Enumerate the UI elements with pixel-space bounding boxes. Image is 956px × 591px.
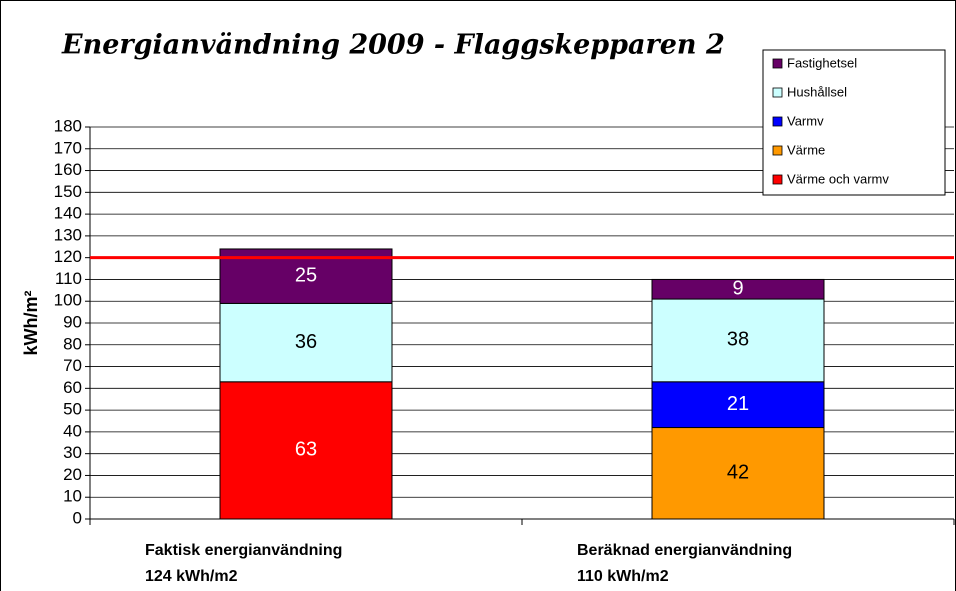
- y-tick-label: 0: [73, 508, 82, 527]
- data-label: 9: [732, 278, 743, 300]
- data-label: 25: [295, 264, 317, 286]
- data-label: 38: [727, 329, 749, 351]
- data-label: 21: [727, 393, 749, 415]
- y-tick-label: 50: [63, 400, 82, 419]
- y-tick-label: 40: [63, 421, 82, 440]
- y-tick-label: 180: [54, 116, 82, 135]
- y-tick-label: 20: [63, 465, 82, 484]
- x-tick-label: 110 kWh/m2: [577, 568, 669, 585]
- bar-segment: [219, 381, 393, 520]
- x-tick-label: 124 kWh/m2: [145, 568, 238, 585]
- y-tick-label: 160: [54, 160, 82, 179]
- legend-swatch: [772, 174, 783, 185]
- data-label: 42: [727, 462, 749, 484]
- legend-label: Hushållsel: [787, 84, 847, 99]
- legend-box: [762, 49, 946, 196]
- data-label: 63: [295, 439, 317, 461]
- legend-swatch: [772, 116, 783, 127]
- legend-label: Värme och varmv: [787, 171, 889, 186]
- y-tick-label: 100: [54, 291, 82, 310]
- bar-segment: [651, 427, 825, 520]
- y-tick-label: 120: [54, 247, 82, 266]
- y-axis-label: kWh/m²: [21, 290, 41, 355]
- data-label: 36: [295, 331, 317, 353]
- legend-label: Fastighetsel: [787, 55, 857, 70]
- y-tick-label: 30: [63, 443, 82, 462]
- y-tick-label: 150: [54, 182, 82, 201]
- y-tick-label: 140: [54, 204, 82, 223]
- legend-swatch: [772, 145, 783, 156]
- y-tick-label: 130: [54, 225, 82, 244]
- legend-swatch: [772, 87, 783, 98]
- y-tick-label: 110: [55, 269, 82, 288]
- bar-segment: [651, 278, 825, 300]
- y-tick-label: 90: [63, 312, 82, 331]
- y-tick-label: 60: [63, 378, 82, 397]
- legend-label: Värme: [787, 142, 825, 157]
- x-tick-label: Faktisk energianvändning: [145, 542, 342, 559]
- y-tick-label: 10: [63, 487, 82, 506]
- y-tick-label: 170: [54, 138, 82, 157]
- y-tick-label: 80: [63, 334, 82, 353]
- bar-segment: [651, 298, 825, 383]
- legend-label: Varmv: [787, 113, 824, 128]
- y-tick-label: 70: [63, 356, 82, 375]
- chart-title: Energianvändning 2009 - Flaggskepparen 2: [61, 30, 725, 61]
- legend-swatch: [772, 58, 783, 69]
- bar-segment: [219, 302, 393, 383]
- x-tick-label: Beräknad energianvändning: [577, 542, 792, 559]
